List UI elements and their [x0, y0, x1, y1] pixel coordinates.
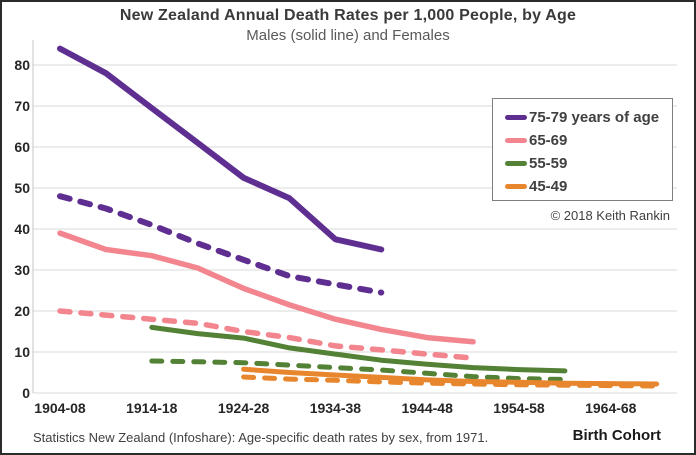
x-tick-label-1924-28: 1924-28: [217, 400, 270, 416]
x-tick-label-1904-08: 1904-08: [34, 400, 86, 416]
source-note: Statistics New Zealand (Infoshare): Age-…: [33, 430, 489, 445]
legend-label-65-69: 65-69: [529, 132, 568, 149]
x-tick-label-1934-38: 1934-38: [309, 400, 362, 416]
series-line-males-75-79: [57, 45, 385, 253]
y-tick-label-30: 30: [14, 262, 30, 278]
legend-swatch-55-59: [505, 161, 527, 166]
legend-item-75-79: 75-79 years of age: [505, 106, 672, 129]
series-line-males-55-59: [149, 324, 568, 374]
y-tick-label-80: 80: [14, 57, 30, 73]
legend-item-45-49: 45-49: [505, 175, 672, 198]
y-tick-label-50: 50: [14, 180, 30, 196]
legend-label-55-59: 55-59: [529, 155, 568, 172]
x-axis-title: Birth Cohort: [572, 427, 661, 444]
legend-item-55-59: 55-59: [505, 152, 672, 175]
y-tick-label-10: 10: [14, 344, 30, 360]
copyright-text: © 2018 Keith Rankin: [550, 208, 670, 223]
legend-label-45-49: 45-49: [529, 178, 568, 195]
x-tick-label-1964-68: 1964-68: [585, 400, 637, 416]
series-line-males-65-69: [57, 230, 476, 345]
y-tick-label-40: 40: [14, 221, 30, 237]
legend-swatch-45-49: [505, 184, 527, 189]
legend-swatch-65-69: [505, 138, 527, 143]
y-tick-label-60: 60: [14, 139, 30, 155]
y-tick-label-70: 70: [14, 98, 30, 114]
x-tick-label-1944-48: 1944-48: [401, 400, 453, 416]
y-tick-label-20: 20: [14, 303, 30, 319]
legend-label-75-79: 75-79 years of age: [529, 109, 660, 126]
series-line-females-45-49: [241, 374, 660, 389]
legend-box: 75-79 years of age 65-69 55-59 45-49: [492, 98, 673, 201]
legend-swatch-75-79: [505, 115, 527, 120]
chart-title: New Zealand Annual Death Rates per 1,000…: [119, 7, 577, 24]
y-tick-label-0: 0: [22, 385, 30, 401]
series-line-females-75-79: [57, 193, 385, 296]
series-line-females-55-59: [149, 358, 568, 382]
legend-item-65-69: 65-69: [505, 129, 672, 152]
series-line-females-65-69: [57, 308, 476, 361]
x-tick-label-1914-18: 1914-18: [126, 400, 178, 416]
x-tick-label-1954-58: 1954-58: [493, 400, 545, 416]
chart-subtitle: Males (solid line) and Females: [246, 27, 450, 44]
